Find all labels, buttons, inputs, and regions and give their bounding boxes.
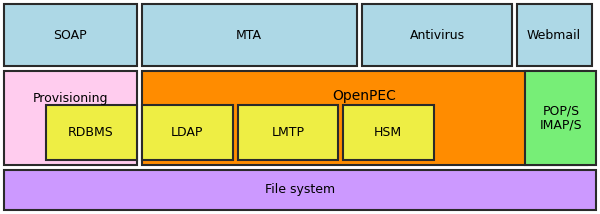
Text: File system: File system <box>265 183 335 196</box>
FancyBboxPatch shape <box>4 170 596 210</box>
FancyBboxPatch shape <box>142 71 587 165</box>
Text: LMTP: LMTP <box>271 125 305 138</box>
FancyBboxPatch shape <box>142 105 233 160</box>
FancyBboxPatch shape <box>46 105 137 160</box>
Text: MTA: MTA <box>236 28 262 42</box>
Text: Webmail: Webmail <box>527 28 581 42</box>
Text: RDBMS: RDBMS <box>68 125 114 138</box>
FancyBboxPatch shape <box>4 71 137 165</box>
Text: LDAP: LDAP <box>171 125 203 138</box>
FancyBboxPatch shape <box>362 4 512 66</box>
FancyBboxPatch shape <box>4 4 137 66</box>
FancyBboxPatch shape <box>142 4 357 66</box>
FancyBboxPatch shape <box>343 105 434 160</box>
FancyBboxPatch shape <box>525 71 596 165</box>
Text: Antivirus: Antivirus <box>409 28 464 42</box>
FancyBboxPatch shape <box>238 105 338 160</box>
Text: Provisioning: Provisioning <box>32 92 108 104</box>
Text: HSM: HSM <box>374 125 402 138</box>
Text: SOAP: SOAP <box>53 28 87 42</box>
FancyBboxPatch shape <box>517 4 592 66</box>
Text: POP/S
IMAP/S: POP/S IMAP/S <box>539 104 583 132</box>
Text: OpenPEC: OpenPEC <box>332 89 396 103</box>
